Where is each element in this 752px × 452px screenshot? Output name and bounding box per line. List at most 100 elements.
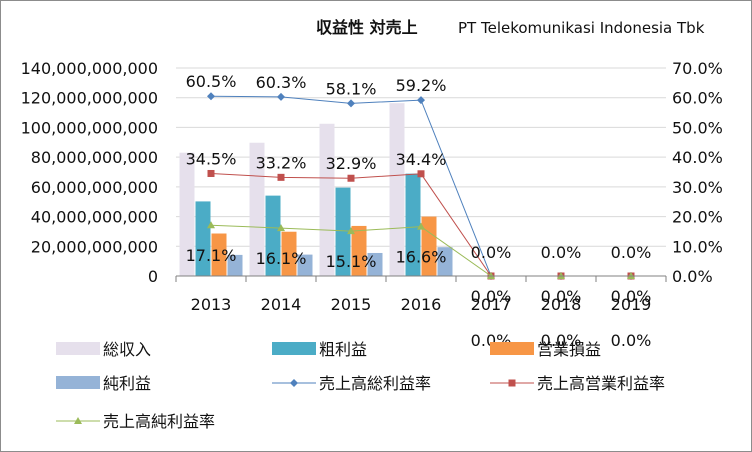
data-label: 59.2% — [396, 76, 447, 95]
legend-swatch — [56, 376, 100, 389]
marker-2-2013 — [207, 169, 215, 177]
left-axis-tick-label: 140,000,000,000 — [21, 59, 158, 78]
legend-label: 総収入 — [103, 340, 151, 359]
left-axis-tick-label: 20,000,000,000 — [31, 237, 158, 256]
bar-4-2014 — [297, 254, 313, 276]
legend-label: 売上高純利益率 — [103, 412, 215, 431]
bar-3-2015 — [351, 225, 367, 276]
category-labels: 2013 2014 2015 2016 2017 2018 2019 — [191, 295, 652, 314]
bar-4-2016 — [437, 247, 453, 276]
bar-4-2015 — [367, 252, 383, 276]
axis-lines — [175, 275, 667, 282]
data-label: 0.0% — [611, 331, 652, 350]
category-label: 2017 — [471, 295, 512, 314]
right-axis-tick-label: 60.0% — [672, 89, 723, 108]
marker-2-2014 — [277, 173, 285, 181]
left-axis-labels: 0 20,000,000,000 40,000,000,000 60,000,000,… — [21, 59, 158, 286]
legend-item: 営業損益 — [490, 340, 601, 359]
right-axis-tick-label: 50.0% — [672, 118, 723, 137]
bar-3-2016 — [421, 216, 437, 276]
right-axis-tick-label: 30.0% — [672, 178, 723, 197]
legend-item: 売上高営業利益率 — [490, 374, 665, 393]
category-label: 2014 — [261, 295, 302, 314]
legend-label: 営業損益 — [537, 340, 601, 359]
left-axis-tick-label: 0 — [148, 267, 158, 286]
bar-2-2015 — [335, 187, 351, 276]
right-axis-labels: 0.0% 10.0% 20.0% 30.0% 40.0% 50.0% 60.0% 70.0% — [672, 59, 723, 286]
data-label: 0.0% — [471, 287, 512, 306]
right-axis-tick-label: 70.0% — [672, 59, 723, 78]
legend-label: 純利益 — [103, 374, 151, 393]
marker-1-2016 — [417, 96, 425, 105]
data-label: 60.3% — [256, 73, 307, 92]
data-label: 0.0% — [471, 243, 512, 262]
legend-item: 粗利益 — [272, 340, 367, 359]
right-axis-tick-label: 20.0% — [672, 208, 723, 227]
right-axis-tick-label: 10.0% — [672, 237, 723, 256]
marker-2-2015 — [347, 174, 355, 182]
legend-marker — [74, 417, 82, 424]
legend-item: 総収入 — [56, 340, 151, 359]
bar-2-2014 — [265, 195, 281, 276]
bar-2-2013 — [195, 201, 211, 276]
category-label: 2018 — [541, 295, 582, 314]
marker-3-2014 — [277, 224, 285, 232]
marker-3-2015 — [347, 227, 355, 235]
legend-marker — [508, 379, 516, 387]
bar-4-2013 — [227, 254, 243, 276]
data-label: 34.4% — [396, 150, 447, 169]
legend-marker — [290, 379, 298, 387]
bar-2-2016 — [405, 173, 421, 276]
data-labels: 60.5% 60.3% 58.1% 59.2% 0.0% 0.0% 0.0% 34.5% 33.… — [186, 72, 652, 350]
chart-subtitle: PT Telekomunikasi Indonesia Tbk — [458, 19, 705, 37]
right-axis-tick-label: 40.0% — [672, 148, 723, 167]
bar-1-2016 — [389, 103, 405, 276]
data-label: 16.1% — [256, 249, 307, 268]
data-label: 0.0% — [611, 287, 652, 306]
legend-swatch — [490, 342, 534, 355]
data-label: 16.6% — [396, 248, 447, 267]
legend-label: 売上高総利益率 — [319, 374, 431, 393]
data-label: 17.1% — [186, 246, 237, 265]
marker-1-2014 — [277, 92, 285, 101]
data-label: 0.0% — [611, 243, 652, 262]
data-label: 0.0% — [541, 331, 582, 350]
legend-label: 売上高営業利益率 — [537, 374, 665, 393]
left-axis-tick-label: 100,000,000,000 — [21, 118, 158, 137]
bar-1-2015 — [319, 123, 335, 277]
legend-item: 売上高純利益率 — [56, 412, 215, 431]
left-axis-tick-label: 40,000,000,000 — [31, 208, 158, 227]
data-label: 34.5% — [186, 149, 237, 168]
legend-item: 純利益 — [56, 374, 151, 393]
bar-3-2013 — [211, 233, 227, 276]
legend-label: 粗利益 — [319, 340, 367, 359]
legend-swatch — [56, 342, 100, 355]
left-axis-tick-label: 120,000,000,000 — [21, 89, 158, 108]
category-label: 2013 — [191, 295, 232, 314]
category-label: 2019 — [611, 295, 652, 314]
marker-3-2013 — [207, 221, 215, 229]
marker-1-2013 — [207, 92, 215, 101]
marker-2-2016 — [417, 170, 425, 178]
category-label: 2015 — [331, 295, 372, 314]
data-label: 33.2% — [256, 153, 307, 172]
data-label: 60.5% — [186, 72, 237, 91]
category-label: 2016 — [401, 295, 442, 314]
data-label: 0.0% — [541, 287, 582, 306]
chart-title: 収益性 対売上 — [316, 18, 418, 37]
bar-3-2014 — [281, 231, 297, 276]
data-label: 58.1% — [326, 79, 377, 98]
left-axis-tick-label: 80,000,000,000 — [31, 148, 158, 167]
left-axis-tick-label: 60,000,000,000 — [31, 178, 158, 197]
data-label: 0.0% — [541, 243, 582, 262]
right-axis-tick-label: 0.0% — [672, 267, 713, 286]
data-label: 32.9% — [326, 154, 377, 173]
legend-item: 売上高総利益率 — [272, 374, 431, 393]
data-label: 15.1% — [326, 252, 377, 271]
legend-swatch — [272, 342, 316, 355]
marker-3-2016 — [417, 222, 425, 230]
marker-1-2015 — [347, 99, 355, 108]
